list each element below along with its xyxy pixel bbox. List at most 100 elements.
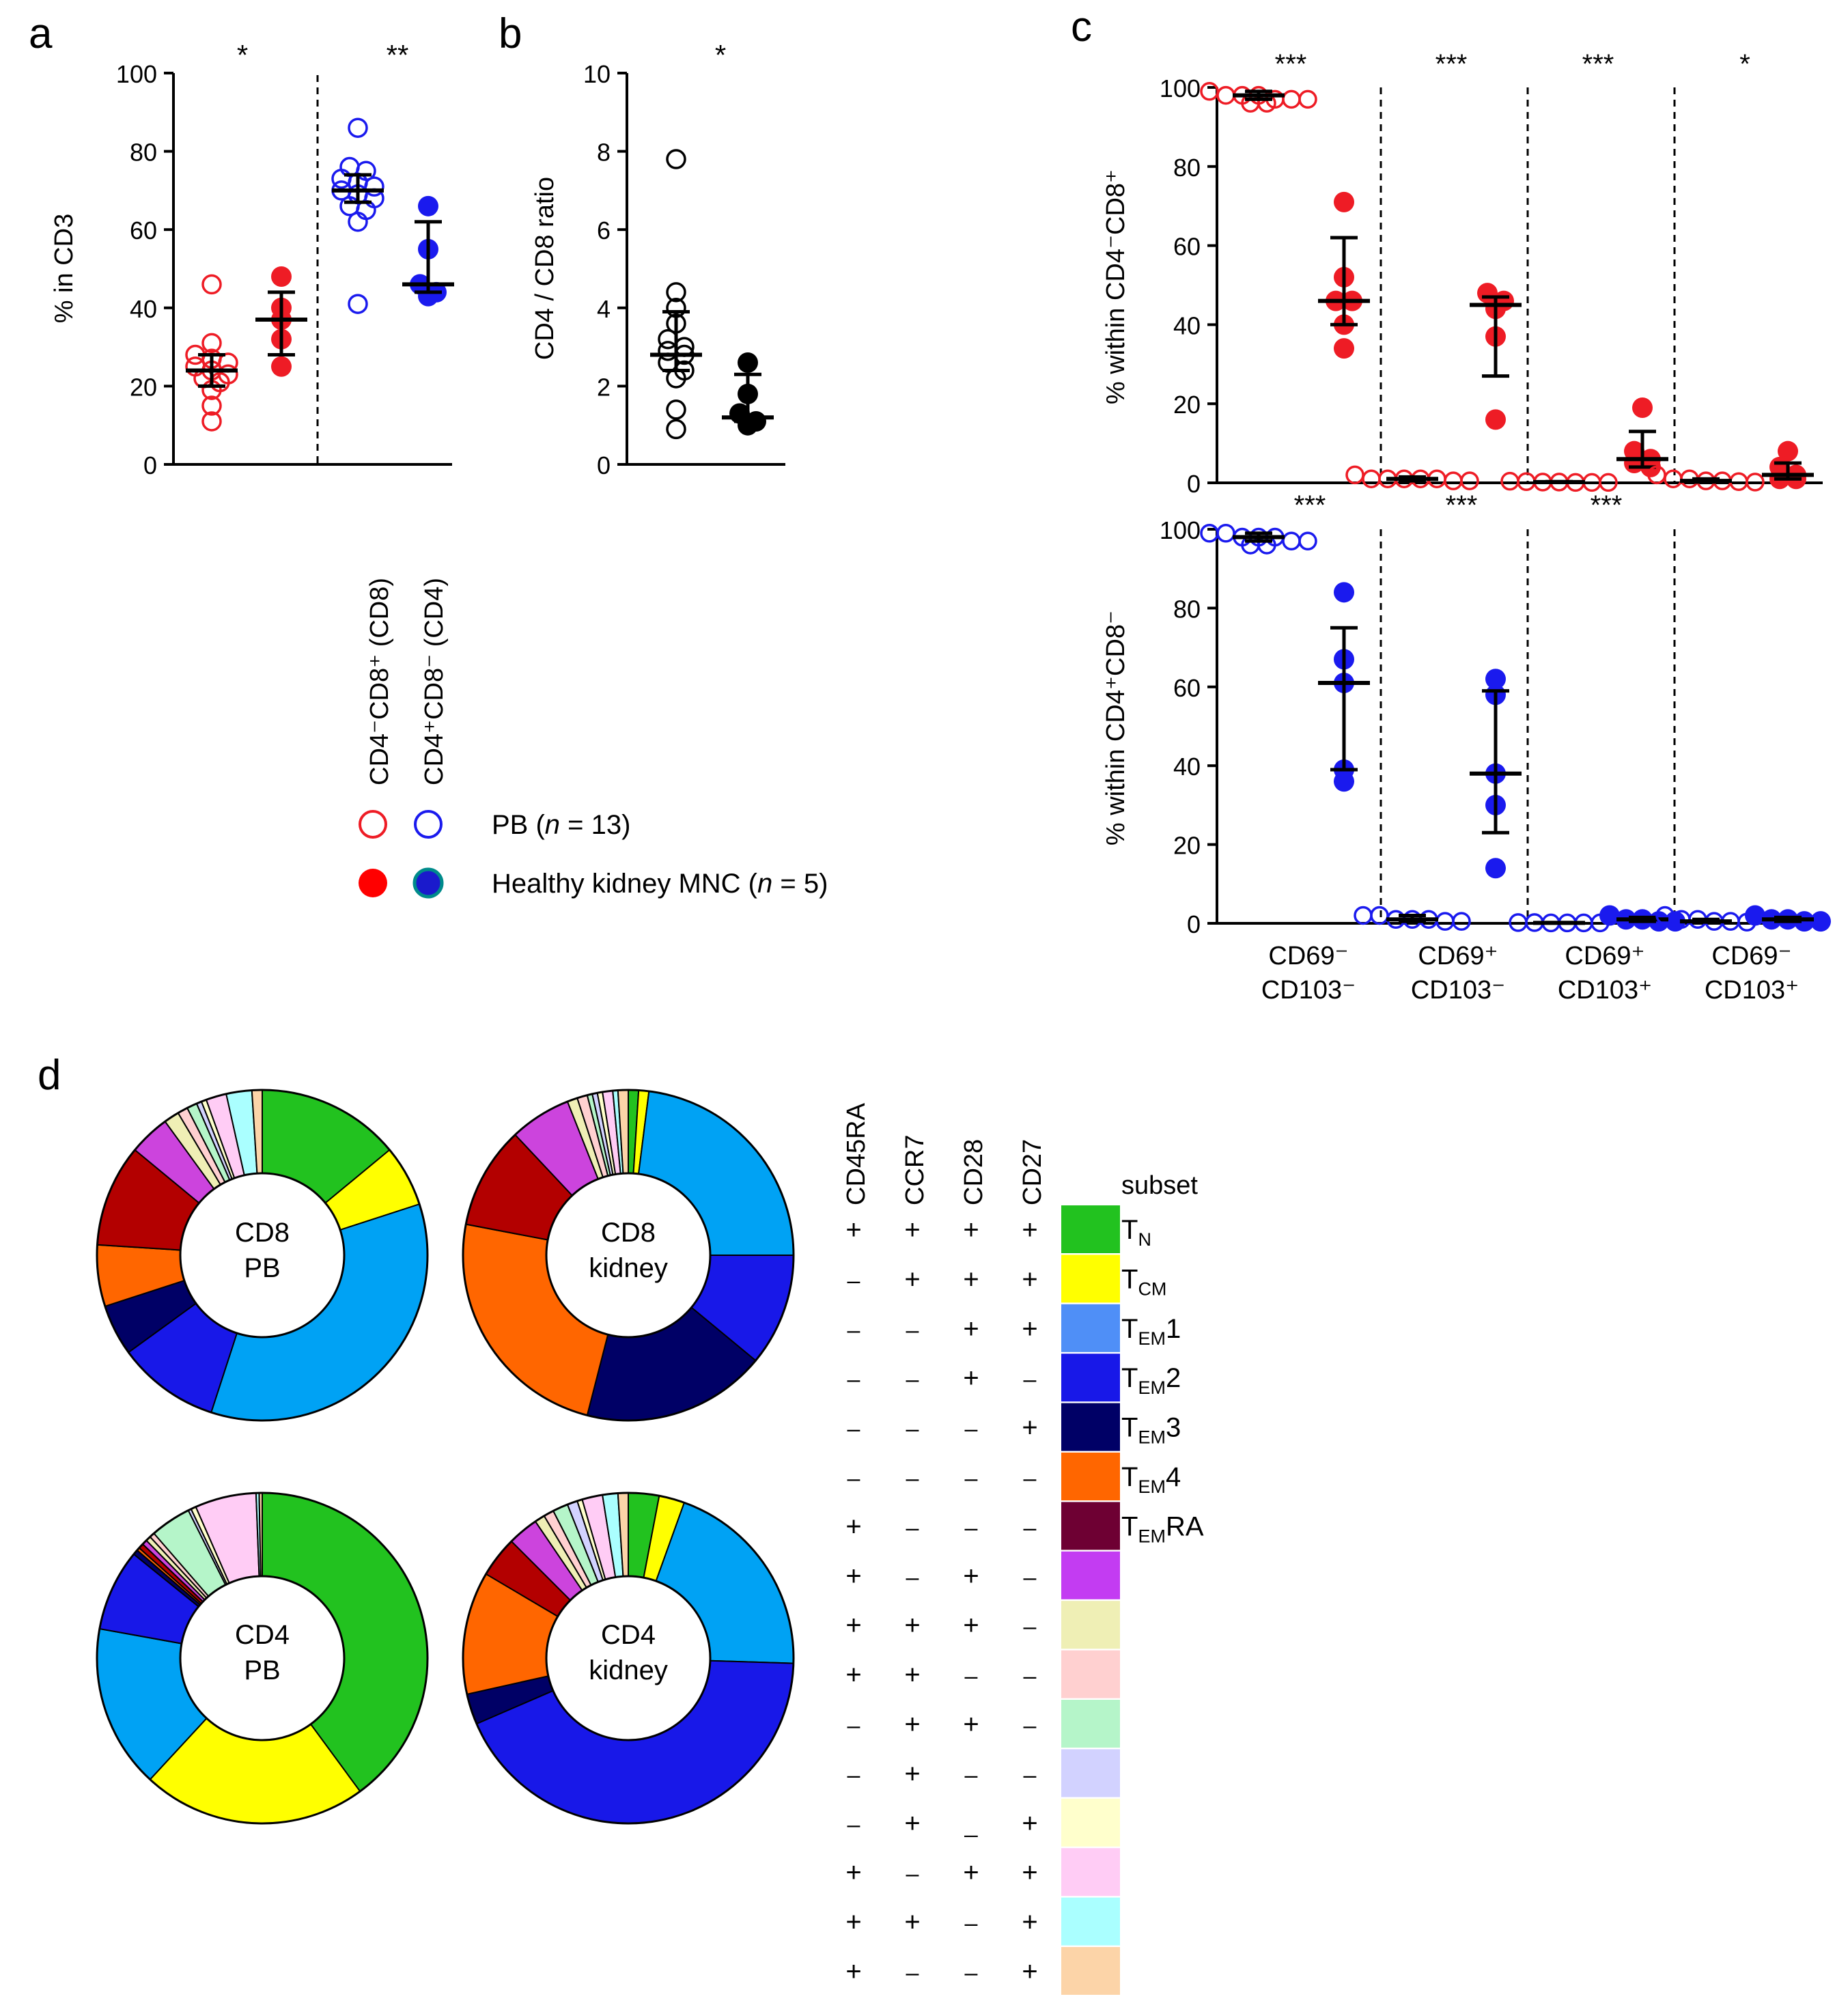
y-tick-label: 100 <box>1160 516 1201 544</box>
subset-swatch <box>1061 1848 1120 1896</box>
b-0-point <box>666 419 686 440</box>
marker-sign: – <box>848 1713 860 1739</box>
subset-suffix: RA <box>1166 1511 1204 1541</box>
y-tick-label: 80 <box>130 139 157 167</box>
panel-label-b: b <box>499 10 522 57</box>
marker-sign: + <box>845 1215 861 1245</box>
marker-sign: – <box>1024 1664 1037 1690</box>
y-tick-label: 80 <box>1173 595 1201 623</box>
a-2-point <box>348 294 368 314</box>
donut-cd4-pb-line1: CD4 <box>235 1620 290 1650</box>
y-tick-label: 60 <box>1173 233 1201 261</box>
y-tick-label: 100 <box>116 60 157 88</box>
c3-kid-1-point <box>1485 858 1506 879</box>
subset-main: T <box>1121 1462 1138 1492</box>
subset-suffix: 3 <box>1166 1413 1181 1443</box>
legend: CD4⁻CD8⁺ (CD8) CD4⁺CD8⁻ (CD4) PB (n = 13… <box>359 578 828 899</box>
marker-sign: + <box>963 1314 979 1344</box>
subset-swatch <box>1061 1255 1120 1303</box>
subset-swatch <box>1061 1453 1120 1500</box>
subset-sub: CM <box>1138 1278 1166 1299</box>
marker-sign: + <box>1022 1957 1037 1987</box>
subset-sub: EM <box>1138 1427 1166 1448</box>
marker-header-cd27: CD27 <box>1018 1139 1047 1205</box>
marker-sign: – <box>906 1565 919 1591</box>
subset-swatch <box>1061 1304 1120 1352</box>
marker-sign: + <box>1022 1314 1037 1344</box>
subset-main: T <box>1121 1511 1138 1541</box>
marker-sign: + <box>904 1709 920 1739</box>
marker-sign: + <box>963 1215 979 1245</box>
subset-label: TEM4 <box>1121 1462 1181 1497</box>
donut-cd8-kidney-line2: kidney <box>589 1253 668 1283</box>
y-tick-label: 0 <box>597 451 611 479</box>
marker-sign: – <box>848 1812 860 1838</box>
c-xlabel-3-line2: CD103⁺ <box>1558 976 1652 1005</box>
c2-kid-0-point <box>1334 191 1354 212</box>
panel-a-sig-cd8: * <box>237 39 248 71</box>
marker-sign: – <box>906 1367 919 1392</box>
c-xlabel-2-line1: CD69⁺ <box>1418 942 1498 970</box>
c-xlabel-4-line1: CD69⁻ <box>1711 942 1791 970</box>
donut-hole <box>545 1172 712 1339</box>
panel-c-top-significance: *** *** *** * <box>1275 49 1750 79</box>
a-2-point <box>348 117 368 138</box>
subset-sub: N <box>1138 1229 1151 1250</box>
subset-sub: EM <box>1138 1476 1166 1497</box>
marker-sign: + <box>1022 1808 1037 1838</box>
marker-sign: – <box>1024 1515 1037 1541</box>
marker-sign: + <box>1022 1858 1037 1888</box>
c2-kid-2-point <box>1632 397 1653 418</box>
c2-pb-3-point <box>1746 473 1765 492</box>
a-0-point <box>201 333 222 354</box>
donut-outline <box>96 1089 429 1422</box>
panel-label-a: a <box>29 10 53 57</box>
legend-kid-text: Healthy kidney MNC (n = 5) <box>492 869 828 899</box>
y-tick-label: 40 <box>1173 311 1201 339</box>
marker-sign: – <box>965 1416 978 1442</box>
y-tick-label: 40 <box>1173 753 1201 781</box>
b-0-point <box>666 149 686 169</box>
subset-swatch <box>1061 1502 1120 1550</box>
panel-b-ticks: 0 2 4 6 8 10 <box>583 60 627 479</box>
subset-swatch <box>1061 1551 1120 1599</box>
marker-sign: – <box>906 1515 919 1541</box>
b-0-point <box>666 400 686 420</box>
c-top-sig-4: * <box>1739 49 1750 79</box>
panel-b-sig: * <box>715 39 726 71</box>
legend-kid-cd4-marker <box>412 867 444 899</box>
marker-sign: – <box>906 1466 919 1492</box>
subset-label: TEMRA <box>1121 1511 1204 1546</box>
panel-d-donuts <box>96 1089 795 1825</box>
c2-pb-0-point <box>1298 89 1317 109</box>
a-0-point <box>201 411 222 432</box>
marker-sign: – <box>965 1960 978 1986</box>
panel-a-ticks: 0 20 40 60 80 100 <box>116 60 173 479</box>
c2-pb-1-point <box>1444 471 1463 490</box>
legend-col-cd4: CD4⁺CD8⁻ (CD4) <box>420 578 449 785</box>
donut-cd4-kidney-line1: CD4 <box>601 1620 656 1650</box>
donut-outline <box>462 1492 795 1825</box>
a-1-point <box>271 356 292 377</box>
marker-sign: – <box>965 1664 978 1690</box>
legend-col-cd8: CD4⁻CD8⁺ (CD8) <box>365 578 394 785</box>
y-tick-label: 10 <box>583 60 611 88</box>
marker-sign: + <box>963 1363 979 1393</box>
donut-cd4-pb-line2: PB <box>244 1655 280 1685</box>
c2-pb-1-point <box>1345 465 1364 485</box>
y-tick-label: 2 <box>597 373 611 401</box>
c-xlabel-3-line1: CD69⁺ <box>1565 942 1644 970</box>
c-xlabel-1-line1: CD69⁻ <box>1268 942 1348 970</box>
subset-swatch <box>1061 1205 1120 1253</box>
marker-sign: – <box>848 1416 860 1442</box>
legend-kid-cd8-marker <box>359 869 387 897</box>
y-tick-label: 80 <box>1173 154 1201 182</box>
c3-pb-0-point <box>1200 524 1219 543</box>
y-tick-label: 20 <box>130 373 157 401</box>
marker-sign: + <box>845 1511 861 1541</box>
donut-hole <box>179 1575 346 1741</box>
marker-sign: – <box>906 1861 919 1887</box>
subset-main: T <box>1121 1314 1138 1344</box>
y-tick-label: 100 <box>1160 74 1201 102</box>
c2-kid-0-point <box>1334 338 1354 359</box>
